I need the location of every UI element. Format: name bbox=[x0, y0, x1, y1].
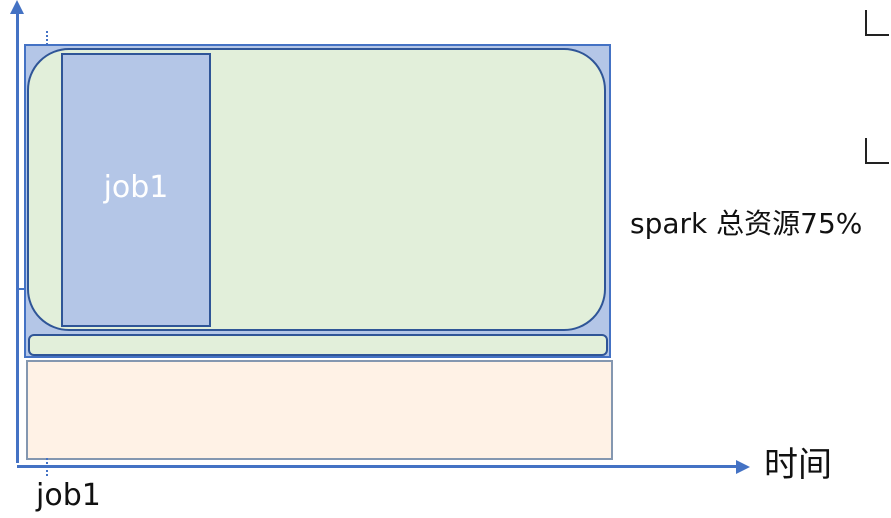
x-axis-label: 时间 bbox=[764, 445, 832, 485]
bracket-icon bbox=[865, 138, 889, 164]
y-axis-line bbox=[16, 12, 19, 463]
job1-start-marker-top bbox=[46, 31, 48, 45]
x-axis-arrow-icon bbox=[736, 460, 750, 474]
bracket-icon bbox=[865, 10, 889, 36]
job1-block bbox=[61, 53, 211, 327]
remaining-resource-box bbox=[26, 360, 613, 460]
job1-axis-label: job1 bbox=[36, 478, 101, 513]
y-axis-tick bbox=[17, 288, 24, 290]
resource-strip bbox=[28, 334, 608, 356]
x-axis-line bbox=[17, 465, 739, 468]
job1-start-marker-bottom bbox=[46, 458, 48, 476]
job1-block-label: job1 bbox=[103, 170, 169, 205]
y-axis-arrow-icon bbox=[10, 0, 24, 14]
spark-resource-annotation: spark 总资源75% bbox=[630, 207, 863, 240]
